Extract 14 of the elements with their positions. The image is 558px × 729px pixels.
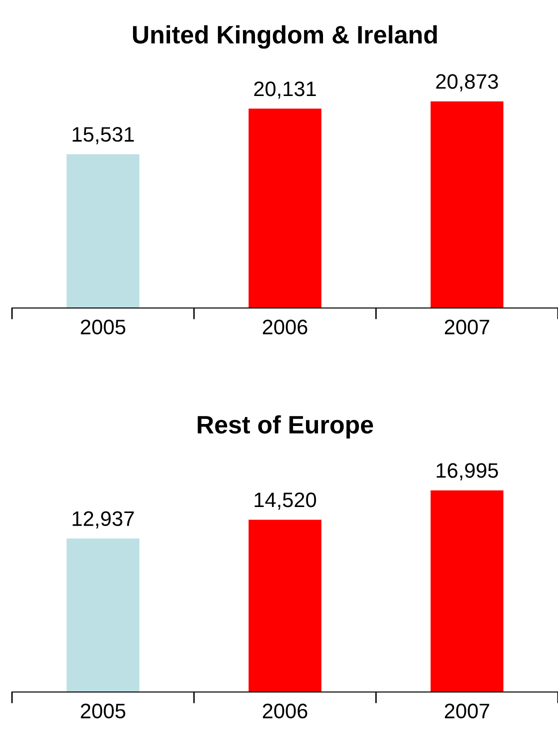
x-tick-label: 2005 — [80, 320, 126, 334]
data-label: 12,937 — [72, 511, 134, 528]
x-tick-label: 2006 — [262, 320, 308, 334]
x-tick-label: 2007 — [444, 704, 490, 718]
x-tick-label: 2005 — [80, 704, 126, 718]
chart-title: Rest of Europe — [198, 415, 374, 439]
data-label: 20,131 — [254, 81, 316, 99]
data-label: 20,873 — [436, 74, 498, 92]
data-label: 14,520 — [254, 492, 316, 510]
data-label: 16,995 — [436, 463, 498, 480]
x-tick-label: 2006 — [262, 704, 308, 718]
data-label: 15,531 — [72, 127, 134, 144]
chart-title: United Kingdom & Ireland — [133, 25, 437, 49]
x-tick-label: 2007 — [444, 320, 490, 334]
